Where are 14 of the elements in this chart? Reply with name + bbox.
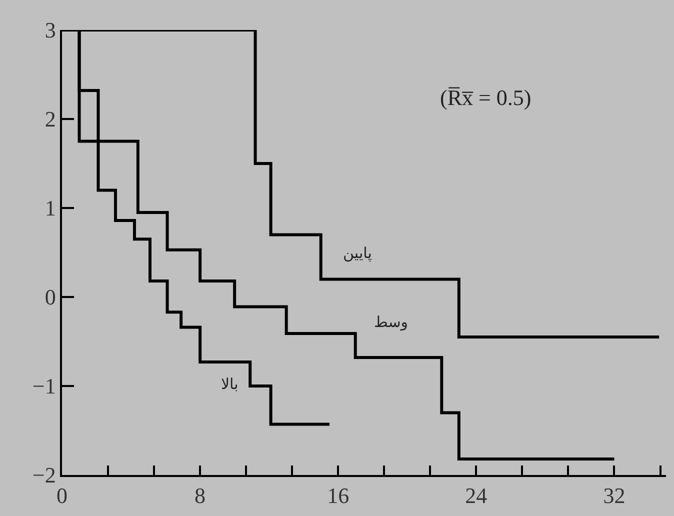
x-tick-label: 24 (465, 483, 488, 508)
y-tick-label: 3 (44, 18, 56, 43)
annotation: پایین (343, 244, 372, 262)
annotation: (R̅x̅ = 0.5) (440, 85, 532, 110)
y-tick-label: −1 (32, 374, 56, 399)
y-tick-label: 0 (44, 284, 56, 310)
x-tick-label: 8 (194, 483, 206, 508)
annotation: بالا (221, 375, 238, 393)
y-tick-label: 1 (44, 196, 56, 221)
x-tick-label: 16 (327, 483, 350, 508)
y-tick-label: 2 (44, 106, 56, 132)
annotation: وسط (374, 313, 408, 331)
x-tick-label: 32 (603, 483, 626, 508)
y-tick-label: −2 (32, 462, 56, 488)
